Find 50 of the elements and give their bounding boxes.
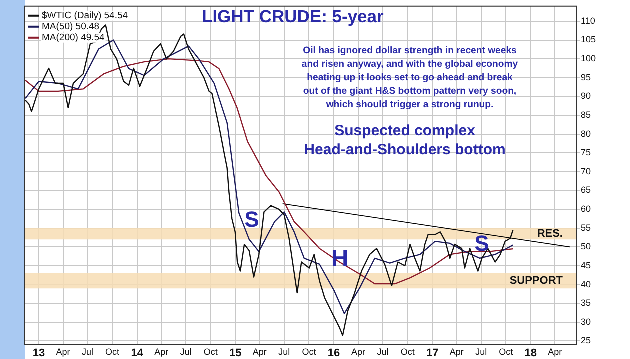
x-tick-label: Oct (204, 346, 218, 357)
x-tick-label: Oct (302, 346, 317, 357)
x-tick-label: Jul (476, 346, 488, 357)
x-tick-label: Oct (499, 346, 514, 357)
x-tick-label: Apr (56, 346, 70, 357)
legend-label: $WTIC (Daily) 54.54 (42, 10, 128, 22)
x-tick-label: Oct (106, 346, 120, 357)
x-tick-label: 15 (230, 348, 242, 359)
x-tick-label: Apr (548, 346, 562, 357)
y-tick-label: 60 (581, 204, 592, 214)
x-tick-label: Jul (377, 346, 389, 357)
x-tick-label: 18 (524, 348, 538, 359)
band-label: RES. (537, 228, 563, 240)
y-tick-label: 90 (581, 91, 592, 102)
y-tick-label: 55 (581, 222, 592, 233)
y-tick-label: 50 (581, 242, 592, 252)
band-label: SUPPORT (510, 275, 564, 288)
annotation: Oil has ignored dollar strength in recent weeks and risen anyway, and with the global economy heating up it looks set to go ahead and break out of the giant H&S bottom pattern very soon, which should trigger a strong runup. (302, 45, 519, 110)
y-tick-label: 85 (581, 110, 592, 120)
y-tick-label: 35 (581, 298, 592, 308)
x-tick-label: Apr (154, 346, 169, 357)
y-tick-label: 100 (581, 54, 596, 64)
x-tick-label: 16 (328, 348, 340, 359)
annotation: S (244, 207, 260, 232)
legend-label: MA(200) 49.54 (42, 32, 105, 44)
x-tick-label: 13 (32, 348, 46, 359)
y-tick-label: 95 (581, 72, 592, 82)
y-tick-label: 80 (581, 128, 592, 139)
legend-label: MA(50) 50.48 (42, 22, 100, 33)
x-tick-label: Apr (352, 346, 366, 357)
annotation: Suspected complex Head-and-Shoulders bottom (304, 122, 506, 159)
x-tick-label: 14 (131, 348, 144, 359)
x-tick-label: Jul (180, 346, 192, 357)
y-tick-label: 65 (581, 185, 592, 196)
chart-title: LIGHT CRUDE: 5-year (202, 6, 384, 27)
y-tick-label: 105 (581, 34, 596, 45)
annotation: S (474, 231, 490, 256)
x-tick-label: Jul (82, 346, 94, 357)
x-tick-label: Apr (252, 346, 267, 357)
y-tick-label: 75 (581, 148, 592, 158)
y-tick-label: 110 (581, 16, 596, 26)
y-tick-label: 70 (581, 166, 592, 176)
x-tick-label: Oct (400, 346, 416, 357)
x-tick-label: Jul (278, 346, 290, 357)
y-tick-label: 30 (581, 316, 592, 327)
x-tick-label: Apr (450, 346, 464, 357)
y-tick-label: 40 (581, 279, 592, 290)
x-tick-label: 17 (426, 348, 439, 359)
y-tick-label: 25 (581, 336, 592, 346)
y-tick-label: 45 (581, 260, 592, 270)
